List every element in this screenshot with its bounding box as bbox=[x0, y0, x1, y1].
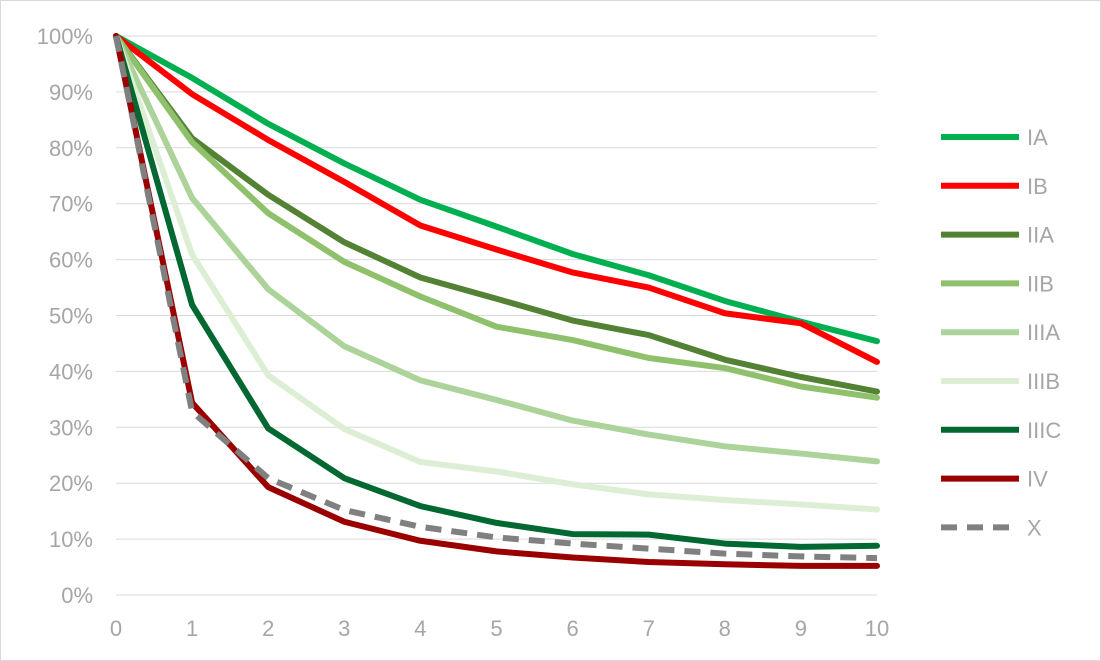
series-line-x bbox=[113, 35, 878, 562]
legend-label: IIA bbox=[1027, 223, 1054, 248]
legend-item-iiic: IIIC bbox=[941, 418, 1061, 443]
x-tick-label: 8 bbox=[719, 616, 731, 641]
y-tick-label: 20% bbox=[49, 471, 93, 496]
legend-item-iiia: IIIA bbox=[941, 320, 1060, 345]
x-tick-label: 5 bbox=[490, 616, 502, 641]
legend-label: X bbox=[1027, 515, 1042, 540]
legend-item-ib: IB bbox=[941, 174, 1048, 199]
x-tick-label: 6 bbox=[566, 616, 578, 641]
series-line-iiic bbox=[113, 33, 880, 550]
y-tick-label: 0% bbox=[61, 583, 93, 608]
x-tick-label: 1 bbox=[186, 616, 198, 641]
legend-item-iib: IIB bbox=[941, 271, 1054, 296]
legend-label: IIIB bbox=[1027, 369, 1060, 394]
legend-item-iiib: IIIB bbox=[941, 369, 1060, 394]
legend-item-iia: IIA bbox=[941, 223, 1054, 248]
y-tick-label: 70% bbox=[49, 192, 93, 217]
legend-item-ia: IA bbox=[941, 125, 1048, 150]
x-axis: 0 1 2 3 4 5 6 7 8 9 10 bbox=[110, 616, 889, 641]
x-tick-label: 10 bbox=[865, 616, 889, 641]
legend-label: IIB bbox=[1027, 271, 1054, 296]
x-tick-label: 9 bbox=[795, 616, 807, 641]
legend-item-x: X bbox=[941, 515, 1042, 540]
series-line-iib bbox=[113, 33, 880, 401]
x-tick-label: 7 bbox=[643, 616, 655, 641]
x-tick-label: 2 bbox=[262, 616, 274, 641]
y-tick-label: 30% bbox=[49, 415, 93, 440]
legend-label: IB bbox=[1027, 174, 1048, 199]
series-line-iia bbox=[113, 33, 880, 395]
series-lines bbox=[113, 33, 880, 569]
series-line-iiia bbox=[113, 33, 880, 465]
y-tick-label: 100% bbox=[37, 24, 93, 49]
legend-label: IIIA bbox=[1027, 320, 1060, 345]
series-line-ia bbox=[113, 33, 880, 345]
y-tick-label: 10% bbox=[49, 527, 93, 552]
legend-label: IV bbox=[1027, 467, 1048, 492]
legend-item-iv: IV bbox=[941, 467, 1048, 492]
series-line-ib bbox=[113, 33, 880, 365]
legend: IA IB IIA IIB IIIA IIIB IIIC IV X bbox=[941, 125, 1061, 540]
y-tick-label: 50% bbox=[49, 304, 93, 329]
y-tick-label: 60% bbox=[49, 248, 93, 273]
x-tick-label: 3 bbox=[338, 616, 350, 641]
y-tick-label: 90% bbox=[49, 80, 93, 105]
y-axis: 0% 10% 20% 30% 40% 50% 60% 70% 80% 90% 100% bbox=[37, 24, 93, 608]
legend-label: IA bbox=[1027, 125, 1048, 150]
y-tick-label: 80% bbox=[49, 136, 93, 161]
legend-label: IIIC bbox=[1027, 418, 1061, 443]
series-line-iiib bbox=[113, 33, 880, 513]
y-tick-label: 40% bbox=[49, 359, 93, 384]
x-tick-label: 4 bbox=[414, 616, 426, 641]
x-tick-label: 0 bbox=[110, 616, 122, 641]
